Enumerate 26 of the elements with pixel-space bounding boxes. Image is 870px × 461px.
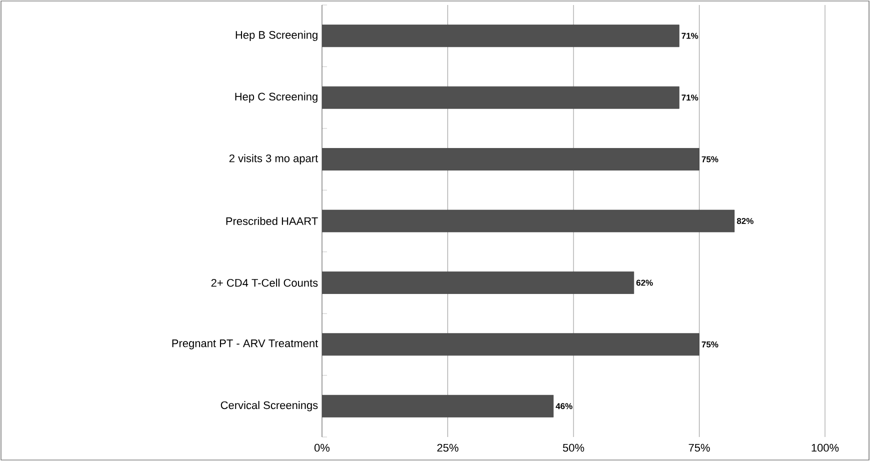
bar	[322, 272, 634, 294]
data-label: 75%	[702, 156, 718, 162]
x-tick-label: 75%	[688, 444, 710, 452]
data-label: 62%	[636, 280, 653, 286]
y-tick-label: Cervical Screenings	[220, 401, 318, 412]
y-tick-label: Pregnant PT - ARV Treatment	[172, 340, 318, 350]
bar	[322, 148, 700, 170]
x-tick-label: 25%	[437, 444, 458, 452]
y-tick-label: Hep B Screening	[236, 30, 318, 41]
y-tick-label: Hep C Screening	[235, 92, 318, 103]
data-label: 75%	[702, 341, 718, 348]
bar	[322, 333, 700, 356]
bar	[322, 394, 554, 418]
data-label: 82%	[736, 218, 754, 224]
bar	[322, 24, 680, 48]
data-label: 46%	[556, 403, 572, 410]
y-tick-label: 2 visits 3 mo apart	[229, 154, 318, 164]
data-label: 71%	[682, 32, 698, 39]
x-tick-label: 0%	[314, 444, 330, 452]
y-tick-label: Prescribed HAART	[226, 216, 318, 226]
bar	[322, 86, 680, 109]
bar	[322, 210, 735, 232]
y-tick-label: 2+ CD4 T-Cell Counts	[211, 278, 318, 287]
data-label: 71%	[682, 94, 698, 101]
x-tick-label: 50%	[562, 444, 584, 452]
x-tick-label: 100%	[812, 444, 839, 452]
